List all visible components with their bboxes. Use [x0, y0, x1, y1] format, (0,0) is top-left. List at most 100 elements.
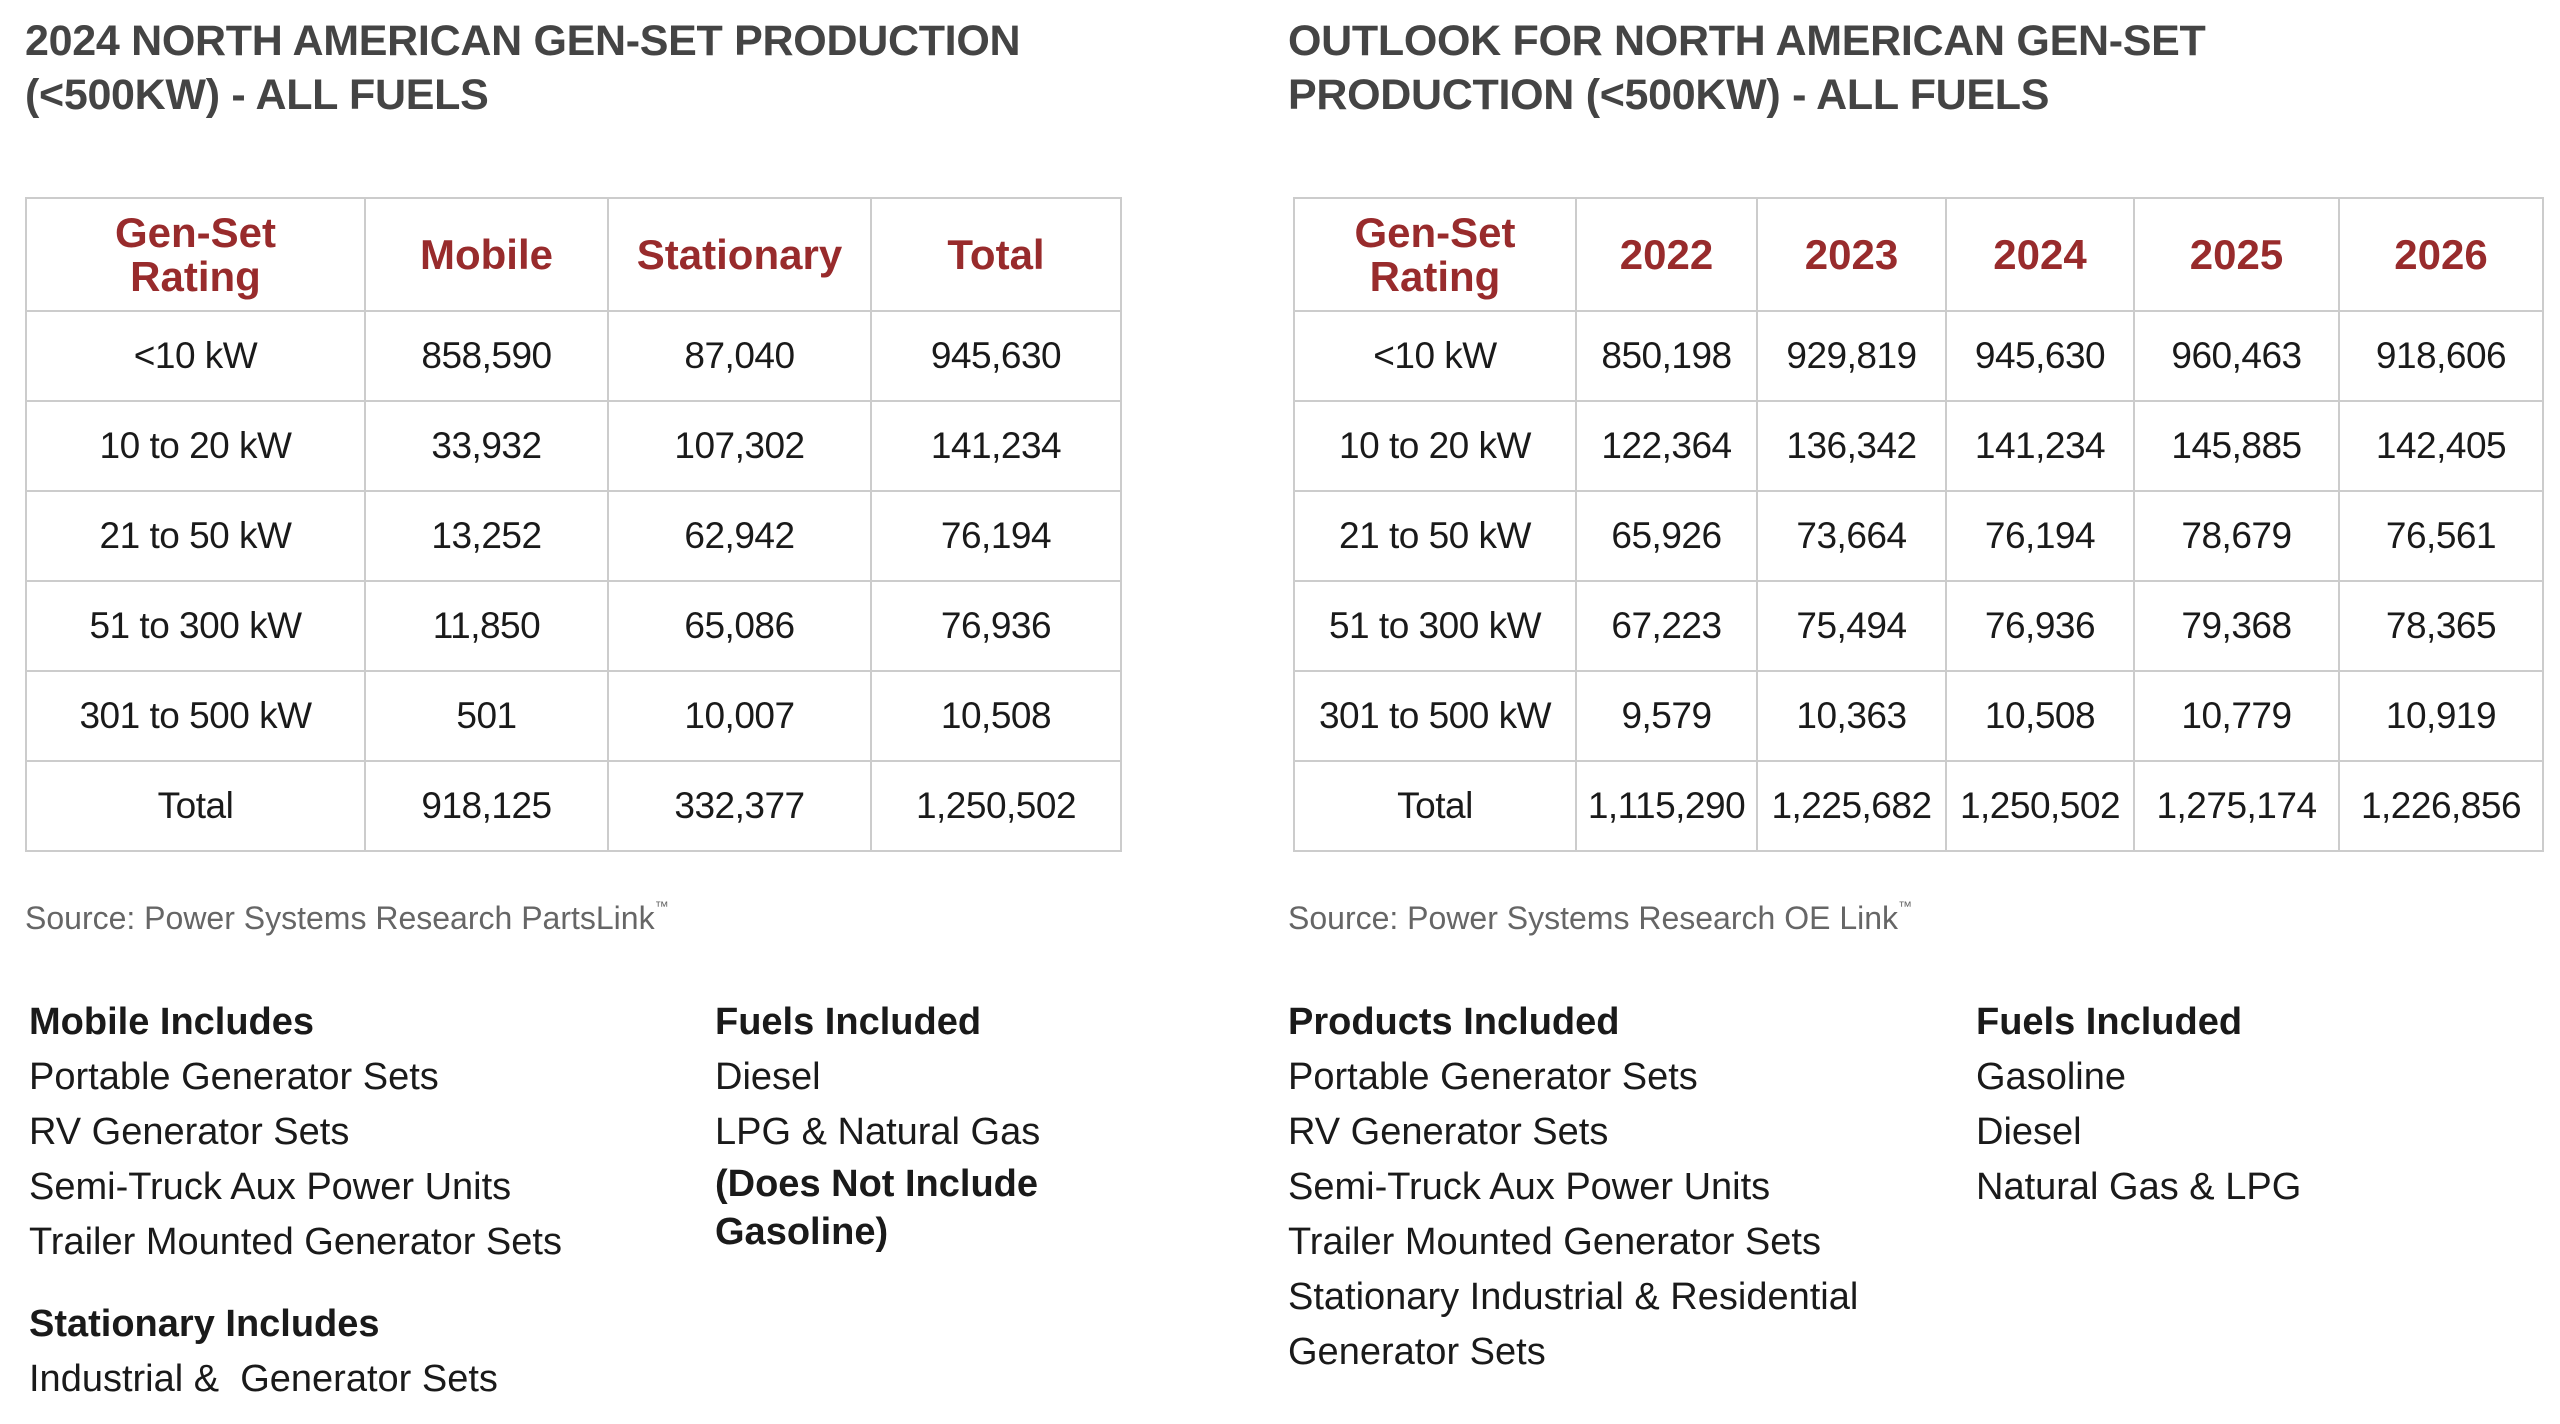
value-cell: 65,086: [607, 580, 872, 672]
value-cell: 67,223: [1575, 580, 1758, 672]
value-cell: 929,819: [1756, 310, 1947, 402]
value-cell: 10,508: [870, 670, 1122, 762]
header-rating-line1: Gen-Set: [1354, 208, 1516, 256]
value-cell: 62,942: [607, 490, 872, 582]
value-cell: 10,919: [2338, 670, 2544, 762]
rating-cell: 21 to 50 kW: [1293, 490, 1577, 582]
table-header-row: Gen-Set Rating Mobile Stationary Total: [25, 197, 1122, 312]
value-cell: 141,234: [870, 400, 1122, 492]
list-item: Diesel: [1976, 1111, 2082, 1153]
list-item: RV Generator Sets: [1288, 1111, 1609, 1153]
value-cell: 76,194: [870, 490, 1122, 582]
left-source-note: Source: Power Systems Research PartsLink…: [25, 898, 669, 937]
table-row: <10 kW 850,198 929,819 945,630 960,463 918,60…: [1293, 310, 2544, 402]
value-cell: 1,250,502: [870, 760, 1122, 852]
rating-cell: 51 to 300 kW: [25, 580, 366, 672]
value-cell: 145,885: [2133, 400, 2340, 492]
value-cell: 78,365: [2338, 580, 2544, 672]
value-cell: 136,342: [1756, 400, 1947, 492]
value-cell: 76,936: [1945, 580, 2135, 672]
rating-cell: <10 kW: [25, 310, 366, 402]
header-mobile: Mobile: [364, 197, 609, 312]
table-row: 21 to 50 kW 65,926 73,664 76,194 78,679 76,56…: [1293, 490, 2544, 582]
header-year-2026: 2026: [2338, 197, 2544, 312]
value-cell: 918,125: [364, 760, 609, 852]
stationary-includes-heading: Stationary Includes: [29, 1303, 380, 1345]
value-cell: 76,561: [2338, 490, 2544, 582]
table-row: 51 to 300 kW 11,850 65,086 76,936: [25, 580, 1122, 672]
trademark-mark: ™: [1898, 898, 1913, 914]
left-title-line1: 2024 NORTH AMERICAN GEN-SET PRODUCTION: [25, 17, 1021, 65]
trademark-mark: ™: [654, 898, 669, 914]
right-title-line2: PRODUCTION (<500KW) - ALL FUELS: [1288, 71, 2050, 119]
table-row: 10 to 20 kW 122,364 136,342 141,234 145,885 1…: [1293, 400, 2544, 492]
right-title-line1: OUTLOOK FOR NORTH AMERICAN GEN-SET: [1288, 17, 2206, 65]
list-item: Portable Generator Sets: [1288, 1056, 1698, 1098]
list-item: Portable Generator Sets: [29, 1056, 439, 1098]
table-row: 301 to 500 kW 501 10,007 10,508: [25, 670, 1122, 762]
header-year-2022: 2022: [1575, 197, 1758, 312]
table-total-row: Total 1,115,290 1,225,682 1,250,502 1,275,17…: [1293, 760, 2544, 852]
value-cell: 1,275,174: [2133, 760, 2340, 852]
mobile-includes-list: Mobile Includes Portable Generator Sets …: [29, 995, 562, 1270]
value-cell: 107,302: [607, 400, 872, 492]
value-cell: 122,364: [1575, 400, 1758, 492]
table-total-row: Total 918,125 332,377 1,250,502: [25, 760, 1122, 852]
header-rating-line2: Rating: [130, 252, 261, 300]
gasoline-exclusion-note: (Does Not Include Gasoline): [715, 1163, 1039, 1253]
products-included-heading: Products Included: [1288, 1001, 1620, 1043]
value-cell: 945,630: [1945, 310, 2135, 402]
value-cell: 9,579: [1575, 670, 1758, 762]
value-cell: 332,377: [607, 760, 872, 852]
rating-cell: 10 to 20 kW: [1293, 400, 1577, 492]
table-row: 301 to 500 kW 9,579 10,363 10,508 10,779 10,9…: [1293, 670, 2544, 762]
value-cell: 65,926: [1575, 490, 1758, 582]
table-row: 10 to 20 kW 33,932 107,302 141,234: [25, 400, 1122, 492]
value-cell: 10,779: [2133, 670, 2340, 762]
list-item: Trailer Mounted Generator Sets: [29, 1221, 562, 1263]
value-cell: 33,932: [364, 400, 609, 492]
header-gen-set-rating: Gen-Set Rating: [1293, 197, 1577, 312]
stationary-includes-list: Stationary Includes Industrial & Generat…: [29, 1297, 498, 1407]
left-title: 2024 NORTH AMERICAN GEN-SET PRODUCTION (…: [25, 14, 1021, 122]
value-cell: 76,936: [870, 580, 1122, 672]
table-row: 51 to 300 kW 67,223 75,494 76,936 79,368 78,3…: [1293, 580, 2544, 672]
value-cell: 10,007: [607, 670, 872, 762]
table-row: 21 to 50 kW 13,252 62,942 76,194: [25, 490, 1122, 582]
left-fuels-included-list: Fuels Included Diesel LPG & Natural Gas …: [715, 995, 1075, 1256]
rating-cell: 301 to 500 kW: [1293, 670, 1577, 762]
fuels-included-heading: Fuels Included: [715, 1001, 982, 1043]
production-2024-table: Gen-Set Rating Mobile Stationary Total <…: [25, 197, 1122, 852]
mobile-includes-heading: Mobile Includes: [29, 1001, 315, 1043]
value-cell: 945,630: [870, 310, 1122, 402]
table-body: <10 kW 858,590 87,040 945,630 10 to 20 kW 33,…: [25, 310, 1122, 852]
value-cell: 858,590: [364, 310, 609, 402]
value-cell: 11,850: [364, 580, 609, 672]
rating-cell: 301 to 500 kW: [25, 670, 366, 762]
header-gen-set-rating: Gen-Set Rating: [25, 197, 366, 312]
table-header-row: Gen-Set Rating 2022 2023 2024 2025 2026: [1293, 197, 2544, 312]
right-source-note: Source: Power Systems Research OE Link™: [1288, 898, 1912, 937]
list-item: Semi-Truck Aux Power Units: [29, 1166, 512, 1208]
fuels-included-heading: Fuels Included: [1976, 1001, 2243, 1043]
value-cell: 1,250,502: [1945, 760, 2135, 852]
header-rating-line1: Gen-Set: [114, 208, 277, 256]
list-item: Stationary Industrial & Residential Gene…: [1288, 1276, 1859, 1373]
left-title-line2: (<500KW) - ALL FUELS: [25, 71, 489, 119]
list-item: Diesel: [715, 1056, 821, 1098]
rating-cell: 51 to 300 kW: [1293, 580, 1577, 672]
right-source-text: Source: Power Systems Research OE Link: [1288, 900, 1899, 936]
value-cell: 142,405: [2338, 400, 2544, 492]
value-cell: 79,368: [2133, 580, 2340, 672]
rating-cell: Total: [25, 760, 366, 852]
products-included-list: Products Included Portable Generator Set…: [1288, 995, 1928, 1380]
right-title: OUTLOOK FOR NORTH AMERICAN GEN-SET PRODU…: [1288, 14, 2206, 122]
list-item: Industrial & Generator Sets: [29, 1358, 498, 1400]
value-cell: 918,606: [2338, 310, 2544, 402]
value-cell: 78,679: [2133, 490, 2340, 582]
rating-cell: <10 kW: [1293, 310, 1577, 402]
list-item: Natural Gas & LPG: [1976, 1166, 2302, 1208]
value-cell: 73,664: [1756, 490, 1947, 582]
value-cell: 850,198: [1575, 310, 1758, 402]
list-item: Trailer Mounted Generator Sets: [1288, 1221, 1821, 1263]
